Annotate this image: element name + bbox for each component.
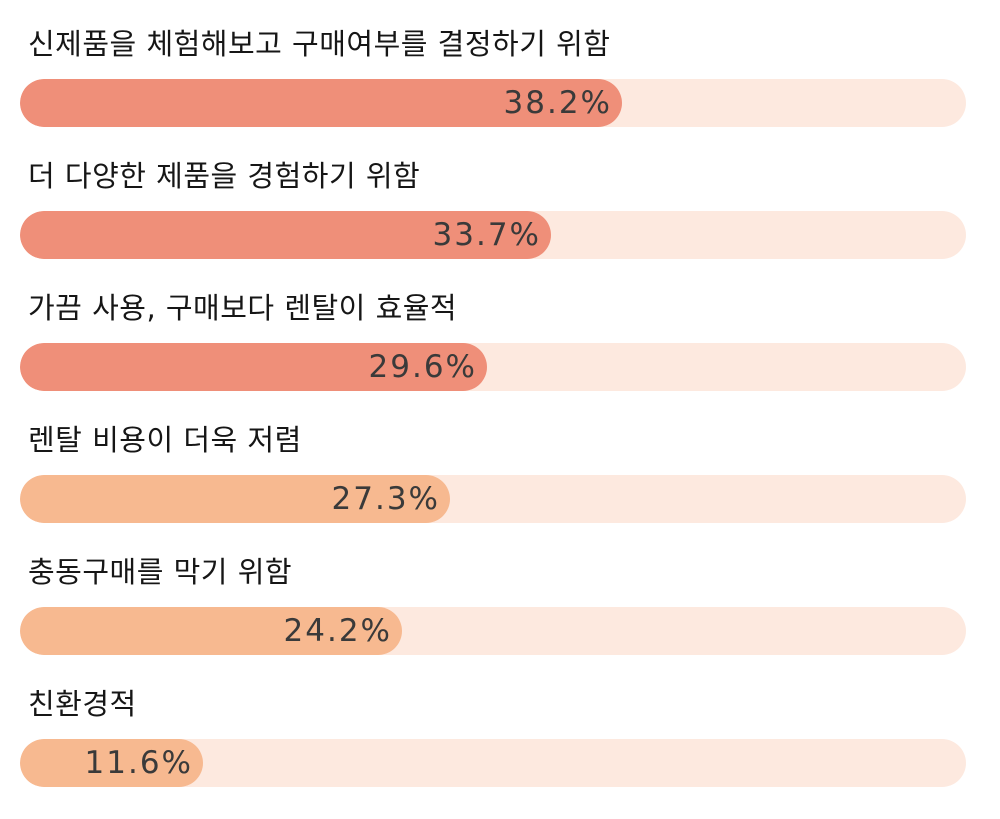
bar-fill (20, 343, 487, 391)
data-label: 11.6% (84, 745, 193, 781)
bar-fill (20, 739, 203, 787)
bar-track: 29.6% (20, 343, 966, 391)
category-label: 충동구매를 막기 위함 (28, 555, 293, 589)
bar-row: 신제품을 체험해보고 구매여부를 결정하기 위함 38.2% (20, 24, 966, 144)
category-label: 신제품을 체험해보고 구매여부를 결정하기 위함 (28, 27, 611, 61)
bar-row: 친환경적 11.6% (20, 684, 966, 804)
category-label: 친환경적 (28, 687, 137, 721)
data-label: 38.2% (503, 85, 612, 121)
bar-row: 더 다양한 제품을 경험하기 위함 33.7% (20, 156, 966, 276)
bar-track: 27.3% (20, 475, 966, 523)
bar-row: 가끔 사용, 구매보다 렌탈이 효율적 29.6% (20, 288, 966, 408)
bar-fill (20, 607, 402, 655)
data-label: 33.7% (432, 217, 541, 253)
data-label: 27.3% (331, 481, 440, 517)
bar-fill (20, 211, 551, 259)
data-label: 29.6% (368, 349, 477, 385)
bar-row: 충동구매를 막기 위함 24.2% (20, 552, 966, 672)
category-label: 더 다양한 제품을 경험하기 위함 (28, 159, 421, 193)
bar-row: 렌탈 비용이 더욱 저렴 27.3% (20, 420, 966, 540)
category-label: 가끔 사용, 구매보다 렌탈이 효율적 (28, 291, 458, 325)
bar-track: 38.2% (20, 79, 966, 127)
bar-track: 24.2% (20, 607, 966, 655)
bar-fill (20, 79, 622, 127)
data-label: 24.2% (283, 613, 392, 649)
category-label: 렌탈 비용이 더욱 저렴 (28, 423, 302, 457)
bar-track: 11.6% (20, 739, 966, 787)
bar-fill (20, 475, 450, 523)
bar-track: 33.7% (20, 211, 966, 259)
